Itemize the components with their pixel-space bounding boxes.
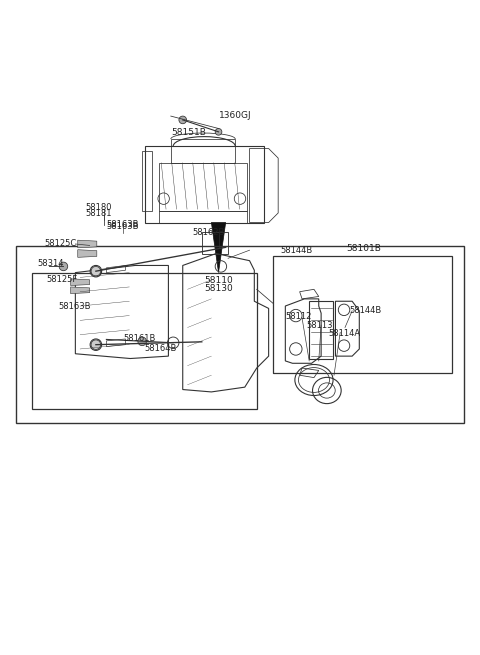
Text: 58125F: 58125F — [47, 275, 78, 284]
Polygon shape — [78, 250, 97, 257]
Circle shape — [179, 116, 187, 124]
Text: 58110: 58110 — [204, 276, 233, 285]
Bar — [274, 256, 452, 373]
Text: 58125C: 58125C — [44, 240, 77, 248]
Text: 58163B: 58163B — [59, 303, 91, 312]
Text: 58144B: 58144B — [281, 246, 313, 255]
Text: 58163B: 58163B — [107, 222, 139, 231]
Circle shape — [59, 262, 68, 271]
Text: 58180: 58180 — [85, 203, 111, 212]
Text: 58144B: 58144B — [350, 307, 382, 315]
Polygon shape — [78, 240, 97, 248]
Text: 58314: 58314 — [37, 259, 64, 268]
Text: 58114A: 58114A — [328, 329, 360, 338]
Polygon shape — [71, 287, 90, 293]
Text: 1360GJ: 1360GJ — [218, 111, 251, 120]
Text: 58163B: 58163B — [107, 220, 139, 229]
Polygon shape — [211, 223, 226, 272]
Circle shape — [91, 267, 101, 276]
Bar — [202, 232, 228, 253]
Circle shape — [138, 337, 146, 346]
Text: 58151B: 58151B — [171, 128, 205, 138]
Text: 58181: 58181 — [85, 210, 111, 218]
Circle shape — [91, 340, 101, 350]
Text: 58161B: 58161B — [123, 335, 156, 343]
Text: 58164B: 58164B — [144, 343, 177, 352]
Text: 58112: 58112 — [285, 312, 312, 321]
Text: 58162B: 58162B — [192, 227, 225, 236]
Circle shape — [215, 128, 222, 135]
Bar — [33, 272, 257, 409]
Bar — [16, 246, 464, 423]
Polygon shape — [71, 279, 90, 286]
Text: 58113: 58113 — [307, 320, 333, 329]
Text: 58130: 58130 — [204, 284, 233, 293]
Text: 58101B: 58101B — [347, 244, 382, 253]
